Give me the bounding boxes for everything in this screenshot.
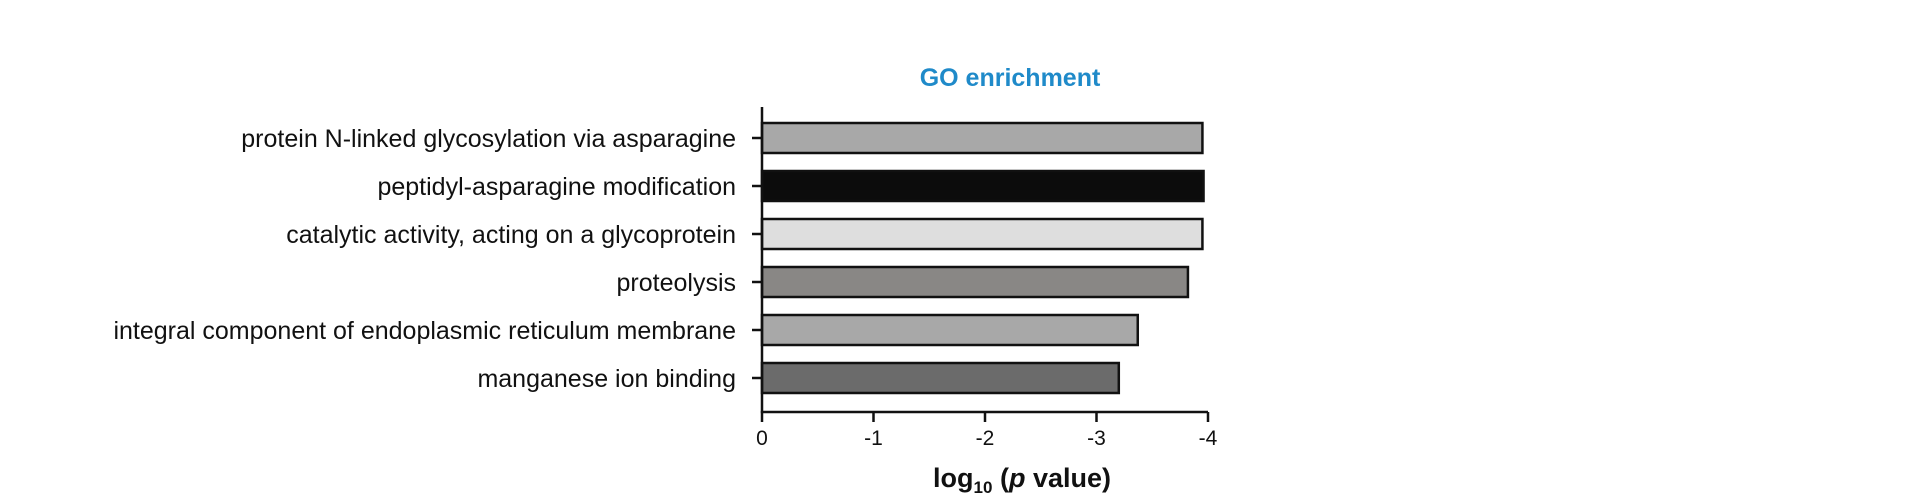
bars-group: [760, 121, 1205, 395]
x-tick-label-4: -3: [1087, 427, 1106, 450]
x-axis-label-suffix: value): [1025, 463, 1111, 493]
category-label-5: integral component of endoplasmic reticu…: [113, 317, 736, 345]
x-axis-label-open: (: [992, 463, 1009, 493]
x-axis-label: log10 (p value): [933, 463, 1111, 497]
x-tick-label-5: -4: [1199, 427, 1218, 450]
category-label-4: proteolysis: [617, 269, 737, 297]
chart-title: GO enrichment: [920, 64, 1101, 92]
bar-6: [760, 361, 1121, 395]
category-label-2: peptidyl-asparagine modification: [377, 173, 736, 201]
x-axis-label-subscript: 10: [974, 478, 993, 497]
category-labels-group: protein N-linked glycosylation via aspar…: [113, 125, 736, 393]
bar-4: [760, 265, 1190, 299]
x-tick-label-2: -1: [864, 427, 883, 450]
bar-3: [760, 217, 1204, 251]
x-axis-label-prefix: log: [933, 463, 974, 493]
bar-5: [760, 313, 1140, 347]
x-tick-label-1: 0: [756, 427, 768, 450]
category-label-6: manganese ion binding: [477, 365, 736, 393]
category-label-3: catalytic activity, acting on a glycopro…: [286, 221, 736, 249]
x-tick-label-3: -2: [976, 427, 995, 450]
bar-1: [760, 121, 1204, 155]
bar-2: [760, 169, 1205, 203]
axes-group: 0 -1 -2 -3 -4: [752, 107, 1218, 450]
category-label-1: protein N-linked glycosylation via aspar…: [241, 125, 736, 153]
x-axis-label-italic: p: [1008, 463, 1026, 493]
